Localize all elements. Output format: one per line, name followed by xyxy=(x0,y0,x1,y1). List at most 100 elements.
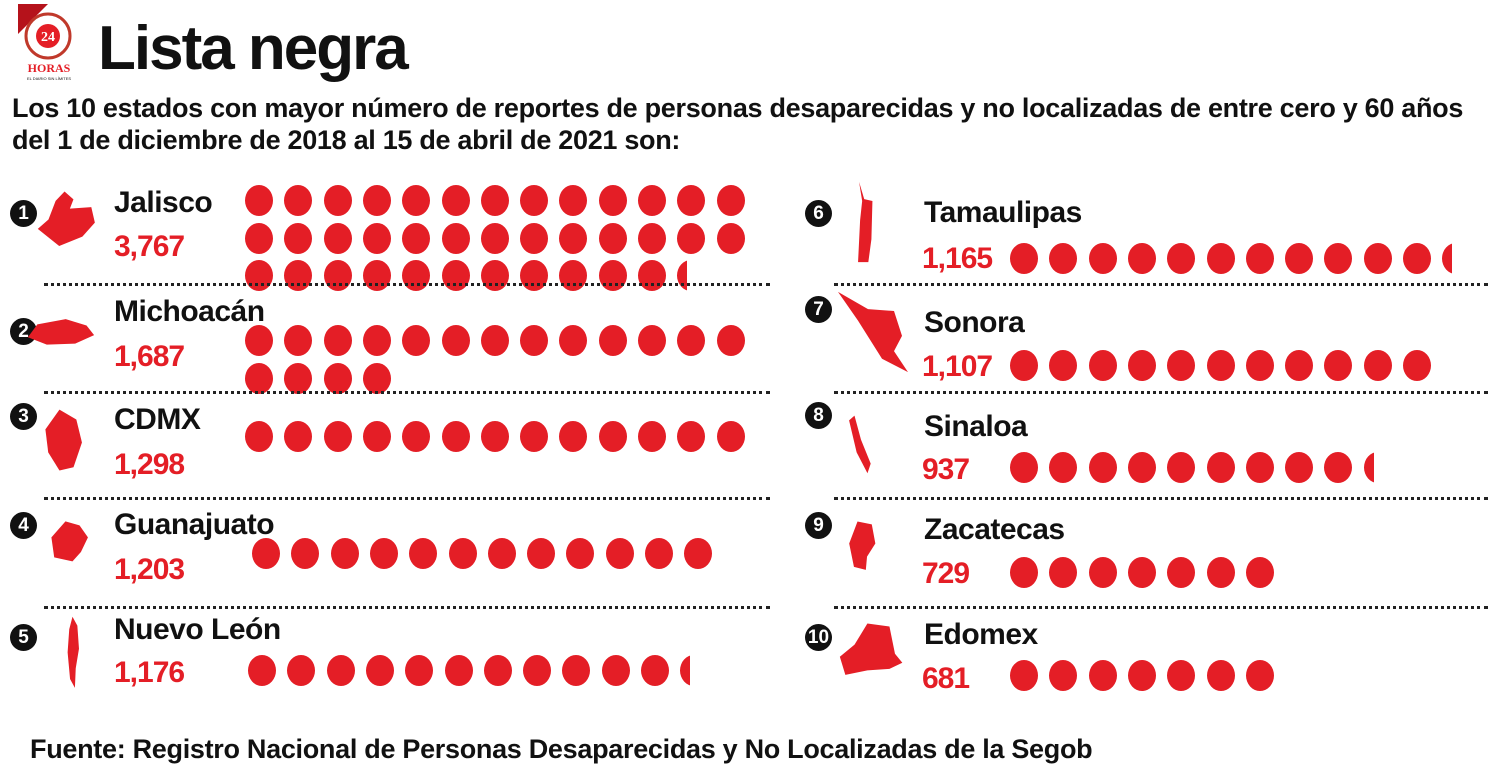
state-value: 1,298 xyxy=(114,448,185,481)
dot xyxy=(520,222,549,254)
dot xyxy=(323,222,352,254)
dot xyxy=(638,325,666,356)
dot xyxy=(323,260,352,291)
dot xyxy=(402,222,431,254)
dot xyxy=(362,260,391,291)
state-map-icon xyxy=(45,409,82,471)
dot xyxy=(1088,557,1117,588)
state-map-icon xyxy=(838,291,908,373)
dot xyxy=(523,655,552,686)
dot xyxy=(1010,350,1038,381)
state-map-icon xyxy=(858,181,873,263)
state-value: 1,107 xyxy=(922,350,993,383)
partial-dot xyxy=(1442,243,1453,274)
state-value: 1,165 xyxy=(922,242,993,275)
dot xyxy=(402,185,431,216)
rank-badge: 10 xyxy=(805,624,832,651)
dot xyxy=(1167,243,1196,274)
dot xyxy=(677,185,706,216)
dot xyxy=(330,538,359,569)
dot xyxy=(441,260,470,291)
dot xyxy=(441,222,470,254)
row-separator xyxy=(44,391,770,394)
dot xyxy=(566,538,595,569)
state-value: 937 xyxy=(922,453,970,486)
dot xyxy=(1088,660,1117,691)
partial-dot xyxy=(677,260,688,291)
dot xyxy=(1088,452,1117,483)
dot xyxy=(1324,243,1353,274)
dot xyxy=(409,538,438,569)
dot xyxy=(716,325,745,356)
state-name: Guanajuato xyxy=(114,508,275,541)
dot xyxy=(284,421,313,452)
dot xyxy=(1167,660,1196,691)
source-note: Fuente: Registro Nacional de Personas De… xyxy=(30,734,1093,764)
dot xyxy=(323,185,352,216)
dot xyxy=(559,260,588,291)
dot xyxy=(1245,660,1274,691)
dot xyxy=(287,655,316,686)
dot xyxy=(323,362,352,394)
dot xyxy=(480,260,509,291)
dot xyxy=(444,655,473,686)
rank-badge: 6 xyxy=(805,200,832,227)
dot xyxy=(1088,350,1117,381)
dot xyxy=(1206,557,1235,588)
svg-text:24: 24 xyxy=(41,30,55,45)
dot xyxy=(365,655,394,686)
dot xyxy=(402,421,431,452)
dot xyxy=(480,325,509,356)
dot xyxy=(448,538,477,569)
dot xyxy=(480,421,509,452)
dot xyxy=(1010,243,1038,274)
rank-badge: 4 xyxy=(10,512,37,539)
subtitle: Los 10 estados con mayor número de repor… xyxy=(12,93,1464,155)
dot xyxy=(1167,350,1196,381)
dot xyxy=(638,260,666,291)
rank-badge: 9 xyxy=(805,512,832,539)
dot xyxy=(1049,350,1078,381)
dot xyxy=(1403,243,1431,274)
dot xyxy=(245,260,273,291)
dot xyxy=(1127,452,1156,483)
dot xyxy=(1245,557,1274,588)
state-map-icon xyxy=(27,319,95,345)
24-horas-logo: 24 HORAS EL DIARIO SIN LÍMITES xyxy=(18,4,72,81)
dot xyxy=(1245,452,1274,483)
dot xyxy=(638,421,666,452)
rank-badge: 3 xyxy=(10,403,37,430)
row-separator xyxy=(834,391,1488,394)
dot xyxy=(483,655,512,686)
dot xyxy=(598,421,627,452)
state-value: 681 xyxy=(922,662,970,695)
dot xyxy=(641,655,669,686)
dot xyxy=(284,185,313,216)
dot xyxy=(677,325,706,356)
dot xyxy=(402,260,431,291)
dot xyxy=(487,538,516,569)
dot xyxy=(291,538,320,569)
dot xyxy=(684,538,713,569)
dot xyxy=(562,655,591,686)
dot xyxy=(1127,350,1156,381)
state-value: 1,176 xyxy=(114,656,185,689)
dot xyxy=(1245,243,1274,274)
dot xyxy=(1285,243,1314,274)
dot xyxy=(1324,452,1353,483)
dot xyxy=(362,325,391,356)
dot xyxy=(323,421,352,452)
rank-badge: 7 xyxy=(805,296,832,323)
state-name: Tamaulipas xyxy=(924,196,1082,229)
state-name: Edomex xyxy=(924,618,1038,651)
dot xyxy=(638,222,666,254)
dot xyxy=(323,325,352,356)
dot xyxy=(1285,452,1314,483)
dot xyxy=(638,185,666,216)
dot xyxy=(326,655,355,686)
dot xyxy=(1206,452,1235,483)
dot xyxy=(245,421,273,452)
row-separator xyxy=(44,497,770,500)
state-map-icon xyxy=(849,415,871,474)
state-map-icon xyxy=(839,623,903,675)
